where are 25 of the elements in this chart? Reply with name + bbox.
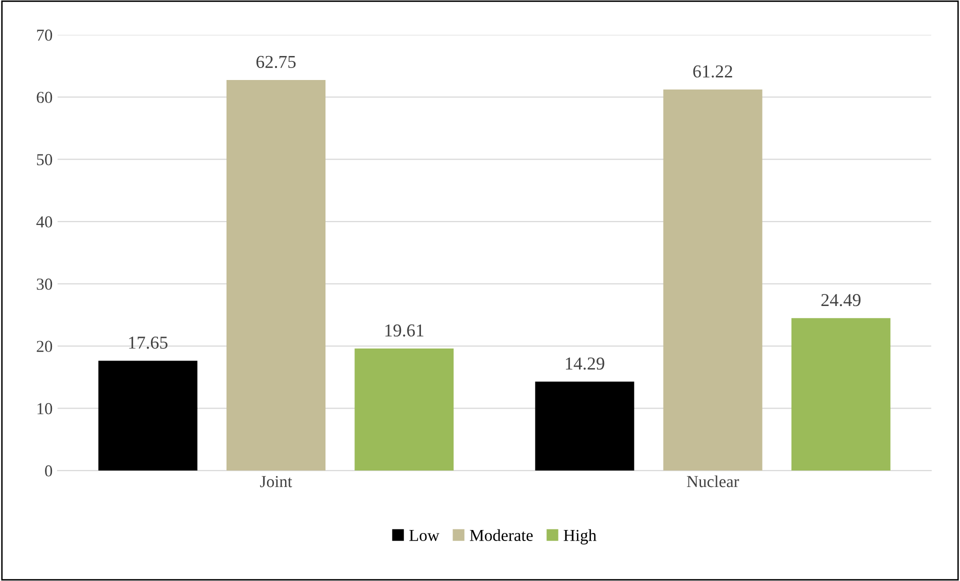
y-tick-label: 40: [36, 216, 52, 228]
x-tick-label: Joint: [260, 476, 292, 488]
data-label: 14.29: [566, 358, 604, 370]
data-label: 61.22: [693, 65, 732, 78]
y-tick-label: 20: [36, 340, 52, 352]
y-tick-label: 70: [37, 30, 52, 41]
data-label: 19.61: [385, 324, 424, 337]
bar: [663, 90, 762, 471]
y-tick-label: 30: [36, 278, 52, 290]
bar: [354, 348, 454, 471]
bar: [98, 360, 198, 471]
data-label: 17.65: [129, 336, 168, 349]
legend-label: Moderate: [470, 529, 533, 542]
data-label: 62.75: [256, 56, 296, 68]
y-tick-label: 50: [37, 154, 52, 166]
legend-label: High: [564, 529, 596, 544]
legend-label: Low: [409, 530, 440, 542]
y-tick-label: 10: [38, 403, 52, 414]
bar: [535, 382, 634, 471]
data-label: 24.49: [821, 294, 860, 306]
bar: [226, 80, 326, 471]
bar: [791, 318, 890, 471]
y-tick-label: 60: [36, 92, 52, 104]
y-tick-label: 0: [45, 465, 52, 477]
x-tick-label: Nuclear: [686, 475, 740, 488]
